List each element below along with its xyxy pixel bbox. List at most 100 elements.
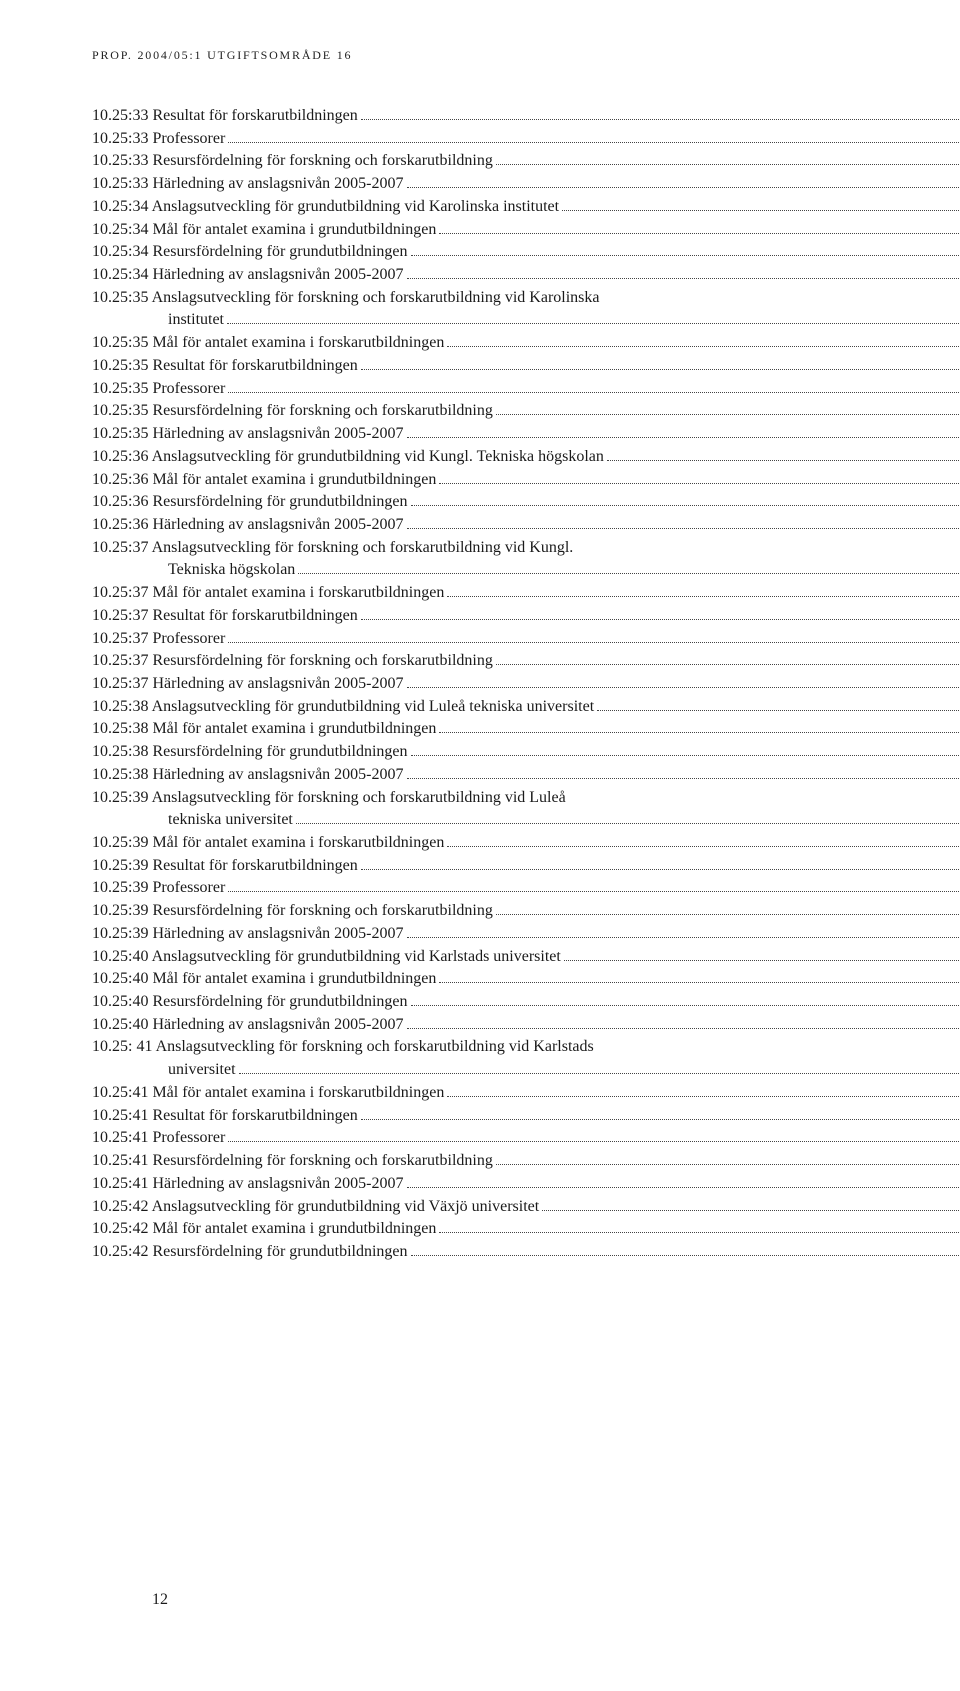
toc-entry: 10.25:38 Resursfördelning för grundutbil… [92,741,960,764]
toc-label: 10.25:41 Mål för antalet examina i forsk… [92,1082,444,1105]
toc-leader [361,119,960,120]
toc-label: 10.25:38 Resursfördelning för grundutbil… [92,741,408,764]
toc-entry: 10.25:40 Anslagsutveckling för grundutbi… [92,946,960,969]
toc-label: 10.25:37 Mål för antalet examina i forsk… [92,582,444,605]
toc-leader [496,164,960,165]
toc-entry: 10.25:33 Resultat för forskarutbildninge… [92,105,960,128]
toc-label: 10.25:40 Anslagsutveckling för grundutbi… [92,946,561,969]
toc-leader [496,1164,960,1165]
toc-label: 10.25: 41 Anslagsutveckling för forsknin… [92,1036,594,1059]
toc-leader [439,982,960,983]
toc-entry: 10.25:40 Härledning av anslagsnivån 2005… [92,1014,960,1037]
toc-leader [228,142,960,143]
toc-entry: tekniska universitet194 [92,809,960,832]
toc-leader [361,1119,960,1120]
toc-entry: 10.25:42 Resursfördelning för grundutbil… [92,1241,960,1264]
toc-label: 10.25:34 Mål för antalet examina i grund… [92,219,436,242]
toc-entry: 10.25:39 Mål för antalet examina i forsk… [92,832,960,855]
toc-leader [407,778,960,779]
toc-label: 10.25:34 Resursfördelning för grundutbil… [92,241,408,264]
toc-entry: 10.25:34 Mål för antalet examina i grund… [92,219,960,242]
toc-label: 10.25:35 Resultat för forskarutbildninge… [92,355,358,378]
toc-label: 10.25:40 Härledning av anslagsnivån 2005… [92,1014,404,1037]
toc-leader [298,573,960,574]
toc-leader [411,505,960,506]
toc-label: 10.25:37 Professorer [92,628,225,651]
toc-leader [411,1005,960,1006]
toc-entry: 10.25:35 Mål för antalet examina i forsk… [92,332,960,355]
toc-leader [228,392,960,393]
toc-entry: 10.25:35 Härledning av anslagsnivån 2005… [92,423,960,446]
toc-leader [447,846,960,847]
toc-entry: 10.25:41 Resursfördelning för forskning … [92,1150,960,1173]
toc-label: 10.25:40 Mål för antalet examina i grund… [92,968,436,991]
toc-entry: 10.25:40 Resursfördelning för grundutbil… [92,991,960,1014]
toc-leader [439,1232,960,1233]
page-number: 12 [152,1591,168,1609]
toc-leader [439,233,960,234]
toc-leader [407,278,960,279]
toc-label: 10.25:38 Mål för antalet examina i grund… [92,718,436,741]
toc-entry: 10.25:37 Resultat för forskarutbildninge… [92,605,960,628]
table-of-contents: 10.25:33 Resultat för forskarutbildninge… [92,105,960,1264]
toc-label: 10.25:40 Resursfördelning för grundutbil… [92,991,408,1014]
toc-entry: 10.25:39 Resultat för forskarutbildninge… [92,855,960,878]
toc-entry: 10.25:36 Anslagsutveckling för grundutbi… [92,446,960,469]
toc-leader [496,414,960,415]
toc-label: 10.25:37 Härledning av anslagsnivån 2005… [92,673,404,696]
toc-entry: 10.25:38 Mål för antalet examina i grund… [92,718,960,741]
toc-leader [227,323,960,324]
toc-entry: 10.25:35 Resursfördelning för forskning … [92,400,960,423]
toc-label: 10.25:42 Anslagsutveckling för grundutbi… [92,1196,539,1219]
toc-label: 10.25:36 Resursfördelning för grundutbil… [92,491,408,514]
toc-entry: 10.25:39 Professorer195 [92,877,960,900]
toc-leader [239,1073,960,1074]
toc-entry: 10.25:35 Resultat för forskarutbildninge… [92,355,960,378]
toc-label: tekniska universitet [92,809,293,832]
toc-entry: 10.25:35 Anslagsutveckling för forskning… [92,287,960,310]
toc-label: 10.25:36 Anslagsutveckling för grundutbi… [92,446,604,469]
toc-entry: 10.25:39 Anslagsutveckling för forskning… [92,787,960,810]
toc-label: 10.25:33 Härledning av anslagsnivån 2005… [92,173,404,196]
toc-entry: 10.25:37 Professorer193 [92,628,960,651]
toc-entry: 10.25:37 Mål för antalet examina i forsk… [92,582,960,605]
toc-leader [607,460,960,461]
toc-leader [361,369,960,370]
toc-label: 10.25:34 Anslagsutveckling för grundutbi… [92,196,559,219]
toc-entry: 10.25:34 Anslagsutveckling för grundutbi… [92,196,960,219]
toc-leader [407,528,960,529]
toc-leader [407,1187,960,1188]
toc-leader [407,187,960,188]
toc-label: institutet [92,309,224,332]
toc-entry: 10.25:37 Härledning av anslagsnivån 2005… [92,673,960,696]
toc-label: 10.25:39 Anslagsutveckling för forskning… [92,787,566,810]
toc-label: 10.25:41 Resultat för forskarutbildninge… [92,1105,358,1128]
toc-leader [597,710,960,711]
toc-entry: 10.25:35 Professorer191 [92,378,960,401]
toc-leader [439,483,960,484]
toc-entry: 10.25: 41 Anslagsutveckling för forsknin… [92,1036,960,1059]
toc-label: 10.25:39 Resultat för forskarutbildninge… [92,855,358,878]
toc-entry: 10.25:33 Härledning av anslagsnivån 2005… [92,173,960,196]
toc-leader [407,437,960,438]
toc-leader [407,687,960,688]
toc-label: 10.25:33 Resultat för forskarutbildninge… [92,105,358,128]
toc-leader [228,1141,960,1142]
toc-label: 10.25:39 Mål för antalet examina i forsk… [92,832,444,855]
toc-entry: 10.25:36 Härledning av anslagsnivån 2005… [92,514,960,537]
toc-label: 10.25:35 Professorer [92,378,225,401]
toc-label: 10.25:37 Resursfördelning för forskning … [92,650,493,673]
toc-leader [228,891,960,892]
document-header: PROP. 2004/05:1 UTGIFTSOMRÅDE 16 [92,48,960,63]
toc-leader [447,596,960,597]
toc-leader [496,664,960,665]
toc-label: 10.25:35 Härledning av anslagsnivån 2005… [92,423,404,446]
toc-label: 10.25:42 Mål för antalet examina i grund… [92,1218,436,1241]
toc-label: 10.25:37 Resultat för forskarutbildninge… [92,605,358,628]
toc-label: 10.25:35 Mål för antalet examina i forsk… [92,332,444,355]
toc-entry: 10.25:38 Härledning av anslagsnivån 2005… [92,764,960,787]
toc-label: universitet [92,1059,236,1082]
toc-label: 10.25:34 Härledning av anslagsnivån 2005… [92,264,404,287]
toc-entry: 10.25:41 Härledning av anslagsnivån 2005… [92,1173,960,1196]
toc-entry: 10.25:36 Mål för antalet examina i grund… [92,469,960,492]
